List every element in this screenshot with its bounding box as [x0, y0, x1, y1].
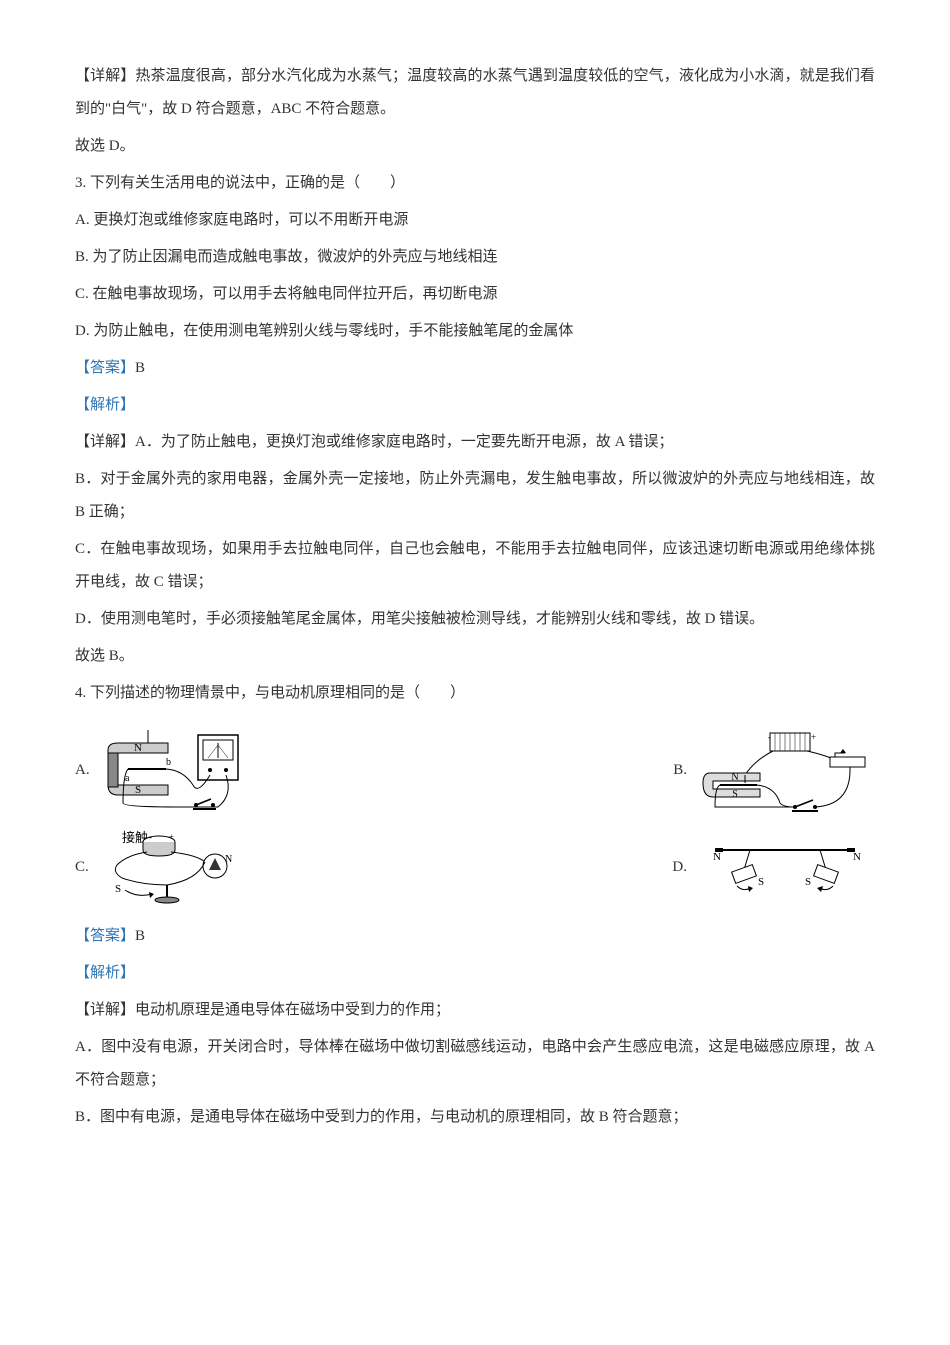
q4-detail: 【详解】电动机原理是通电导体在磁场中受到力的作用；: [75, 994, 875, 1027]
q3-opt-d: D. 为防止触电，在使用测电笔辨别火线与零线时，手不能接触笔尾的金属体: [75, 315, 875, 348]
label-n-d1: N: [713, 851, 721, 863]
diagram-b: - + N S: [695, 725, 875, 815]
q3-stem: 3. 下列有关生活用电的说法中，正确的是（ ）: [75, 167, 875, 200]
detail-label: 【详解】: [75, 68, 135, 84]
svg-text:+: +: [169, 832, 174, 842]
label-n-d2: N: [853, 851, 861, 863]
label-n-b: N: [731, 772, 738, 783]
detail-label: 【详解】: [75, 434, 135, 450]
q4-options-row-1: A. N S a b: [75, 725, 875, 815]
analysis-label: 【解析】: [75, 397, 135, 413]
label-s: S: [135, 784, 141, 796]
q3-exp-d: D．使用测电笔时，手必须接触笔尾金属体，用笔尖接触被检测导线，才能辨别火线和零线…: [75, 603, 875, 636]
analysis-label: 【解析】: [75, 965, 135, 981]
answer-label: 【答案】: [75, 928, 135, 944]
q4-exp-b: B．图中有电源，是通电导体在磁场中受到力的作用，与电动机的原理相同，故 B 符合…: [75, 1101, 875, 1134]
svg-text:-: -: [768, 732, 771, 742]
detail-text: 热茶温度很高，部分水汽化成为水蒸气；温度较高的水蒸气遇到温度较低的空气，液化成为…: [75, 68, 875, 117]
label-s-b: S: [732, 789, 738, 800]
q4-option-a: A. N S a b: [75, 725, 673, 815]
svg-text:+: +: [811, 732, 816, 742]
label-s-d2: S: [805, 876, 811, 888]
q4-options-row-2: C. 接触 - + N S: [75, 830, 875, 905]
q3-exp-b: B．对于金属外壳的家用电器，金属外壳一定接地，防止外壳漏电，发生触电事故，所以微…: [75, 463, 875, 529]
label-n: N: [134, 742, 142, 754]
q4-option-b: B. - +: [673, 725, 875, 815]
label-s-d1: S: [758, 876, 764, 888]
detail-label: 【详解】: [75, 1002, 135, 1018]
diagram-d-svg: N S N S: [695, 838, 875, 898]
q4-exp-a: A．图中没有电源，开关闭合时，导体棒在磁场中做切割磁感线运动，电路中会产生感应电…: [75, 1031, 875, 1097]
q4-option-c: C. 接触 - + N S: [75, 830, 672, 905]
q3-analysis: 【解析】: [75, 389, 875, 422]
opt-a-letter: A.: [75, 754, 90, 787]
q4-answer: 【答案】B: [75, 920, 875, 953]
label-b: b: [166, 757, 171, 768]
diagram-c: 接触 - + N S: [97, 830, 237, 905]
answer-label: 【答案】: [75, 360, 135, 376]
q3-detail: 【详解】A．为了防止触电，更换灯泡或维修家庭电路时，一定要先断开电源，故 A 错…: [75, 426, 875, 459]
answer-value: B: [135, 928, 145, 944]
diagram-a: N S a b: [98, 725, 258, 815]
label-s-c: S: [115, 883, 121, 895]
diagram-a-svg: N S a b: [98, 725, 258, 815]
q3-opt-b: B. 为了防止因漏电而造成触电事故，微波炉的外壳应与地线相连: [75, 241, 875, 274]
q4-stem: 4. 下列描述的物理情景中，与电动机原理相同的是（ ）: [75, 677, 875, 710]
q1-detail: 【详解】热茶温度很高，部分水汽化成为水蒸气；温度较高的水蒸气遇到温度较低的空气，…: [75, 60, 875, 126]
diagram-b-svg: - + N S: [695, 725, 875, 815]
diagram-c-svg: 接触 - + N S: [97, 830, 237, 905]
diagram-d: N S N S: [695, 838, 875, 898]
exp-a: A．为了防止触电，更换灯泡或维修家庭电路时，一定要先断开电源，故 A 错误；: [135, 434, 673, 450]
svg-text:-: -: [149, 832, 152, 842]
q3-conclusion: 故选 B。: [75, 640, 875, 673]
label-n-c: N: [225, 854, 232, 865]
answer-value: B: [135, 360, 145, 376]
opt-d-letter: D.: [672, 851, 687, 884]
q3-exp-c: C．在触电事故现场，如果用手去拉触电同伴，自己也会触电，不能用手去拉触电同伴，应…: [75, 533, 875, 599]
q1-conclusion: 故选 D。: [75, 130, 875, 163]
opt-b-letter: B.: [673, 754, 687, 787]
detail-intro: 电动机原理是通电导体在磁场中受到力的作用；: [135, 1002, 450, 1018]
q3-opt-c: C. 在触电事故现场，可以用手去将触电同伴拉开后，再切断电源: [75, 278, 875, 311]
q4-option-d: D. N S N S: [672, 838, 875, 898]
q4-analysis: 【解析】: [75, 957, 875, 990]
q3-answer: 【答案】B: [75, 352, 875, 385]
q3-opt-a: A. 更换灯泡或维修家庭电路时，可以不用断开电源: [75, 204, 875, 237]
opt-c-letter: C.: [75, 851, 89, 884]
